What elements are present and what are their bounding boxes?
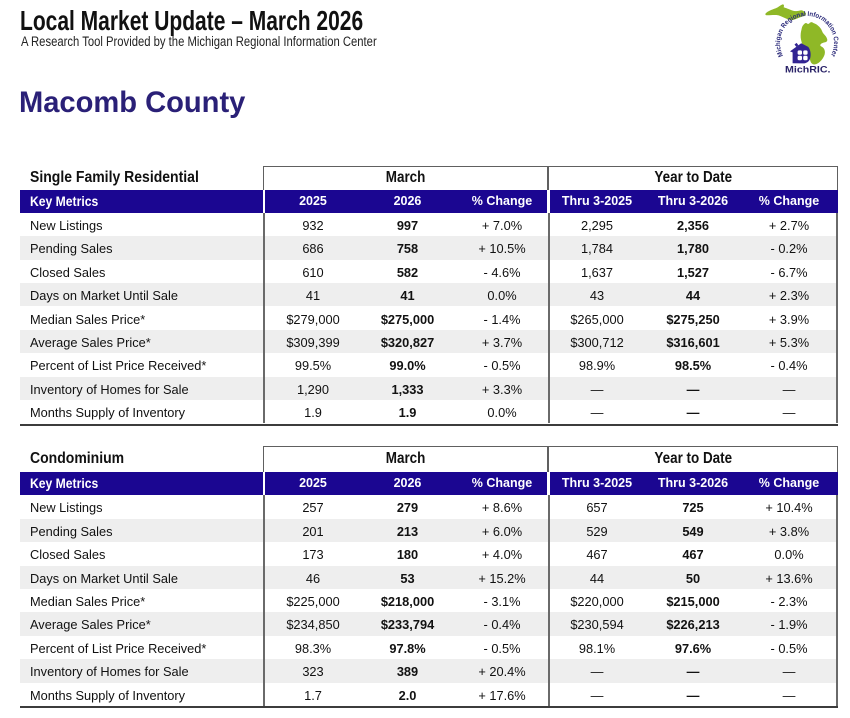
svg-text:MichRIC.: MichRIC. (785, 64, 831, 75)
